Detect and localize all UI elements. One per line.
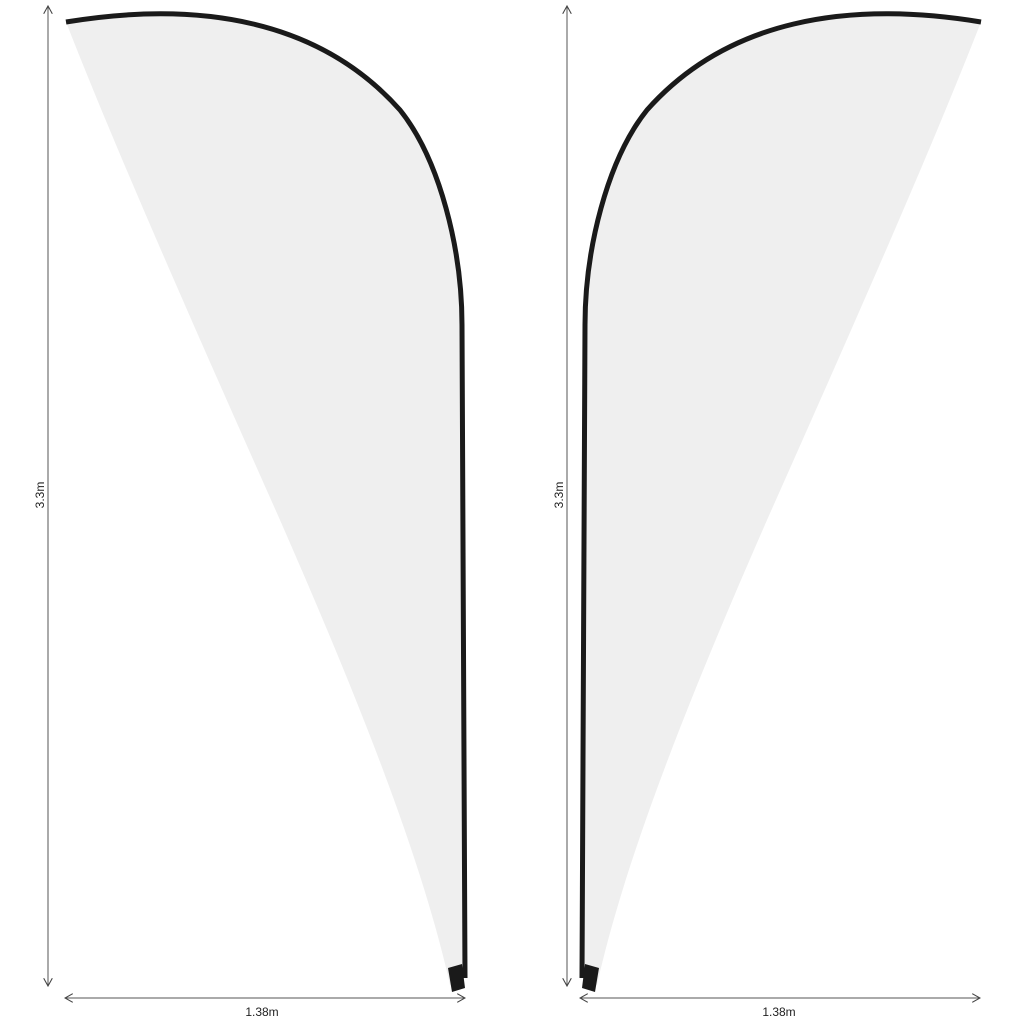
right-flag <box>582 14 981 992</box>
right-height-label: 3.3m <box>552 482 566 509</box>
right-width-dimension: 1.38m <box>580 998 980 1019</box>
right-width-label: 1.38m <box>762 1005 795 1019</box>
left-width-label: 1.38m <box>245 1005 278 1019</box>
left-width-dimension: 1.38m <box>65 998 465 1019</box>
left-height-dimension: 3.3m <box>33 6 48 986</box>
left-height-label: 3.3m <box>33 482 47 509</box>
right-height-dimension: 3.3m <box>552 6 567 986</box>
left-flag <box>66 14 465 992</box>
